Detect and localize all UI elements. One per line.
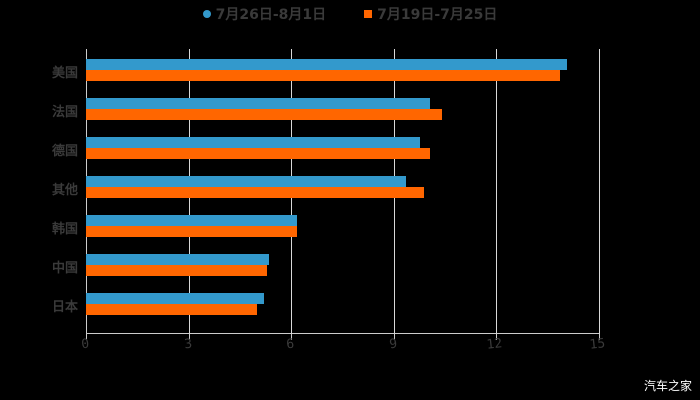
bar-previous-week[interactable]: [86, 265, 267, 276]
bar-current-week[interactable]: [86, 176, 407, 187]
legend-label-series-1: 7月26日-8月1日: [215, 7, 327, 23]
y-category-label: 日本: [51, 300, 78, 315]
y-category-label: 中国: [51, 261, 78, 276]
y-category-label: 法国: [51, 105, 78, 120]
x-tick-label: 9: [388, 336, 398, 353]
bar-current-week[interactable]: [86, 98, 431, 109]
legend-item-series-1[interactable]: 7月26日-8月1日: [202, 4, 327, 24]
x-tick: [86, 334, 87, 340]
circle-marker-icon: [202, 10, 211, 18]
grid-line: [496, 49, 497, 334]
x-tick: [291, 334, 292, 340]
x-tick-label: 6: [285, 336, 295, 353]
x-tick: [394, 334, 395, 340]
x-axis-line: [86, 333, 599, 334]
bar-previous-week[interactable]: [86, 70, 560, 81]
plot-area: [86, 49, 600, 340]
x-tick-label: 12: [485, 336, 504, 353]
bar-current-week[interactable]: [86, 59, 567, 70]
bar-current-week[interactable]: [86, 254, 269, 265]
bar-previous-week[interactable]: [86, 148, 431, 159]
bar-current-week[interactable]: [86, 215, 297, 226]
bar-previous-week[interactable]: [86, 226, 297, 237]
bar-previous-week[interactable]: [86, 109, 443, 120]
bar-current-week[interactable]: [86, 137, 421, 148]
x-tick: [189, 334, 190, 340]
y-category-label: 美国: [51, 66, 78, 81]
x-tick-label: 15: [588, 336, 607, 353]
square-marker-icon: [364, 10, 373, 18]
y-category-label: 其他: [51, 183, 78, 198]
y-category-label: 韩国: [51, 222, 78, 237]
bar-previous-week[interactable]: [86, 187, 424, 198]
x-tick: [599, 334, 600, 340]
x-tick: [496, 334, 497, 340]
y-category-label: 德国: [51, 144, 78, 159]
x-tick-label: 0: [80, 336, 90, 353]
legend-item-series-2[interactable]: 7月19日-7月25日: [364, 4, 497, 24]
grid-line: [599, 49, 600, 334]
chart-legend: 7月26日-8月1日 7月19日-7月25日: [0, 4, 700, 24]
bar-previous-week[interactable]: [86, 304, 257, 315]
bar-current-week[interactable]: [86, 293, 264, 304]
legend-label-series-2: 7月19日-7月25日: [377, 7, 498, 23]
x-tick-label: 3: [183, 336, 193, 353]
watermark: 汽车之家: [643, 379, 692, 393]
